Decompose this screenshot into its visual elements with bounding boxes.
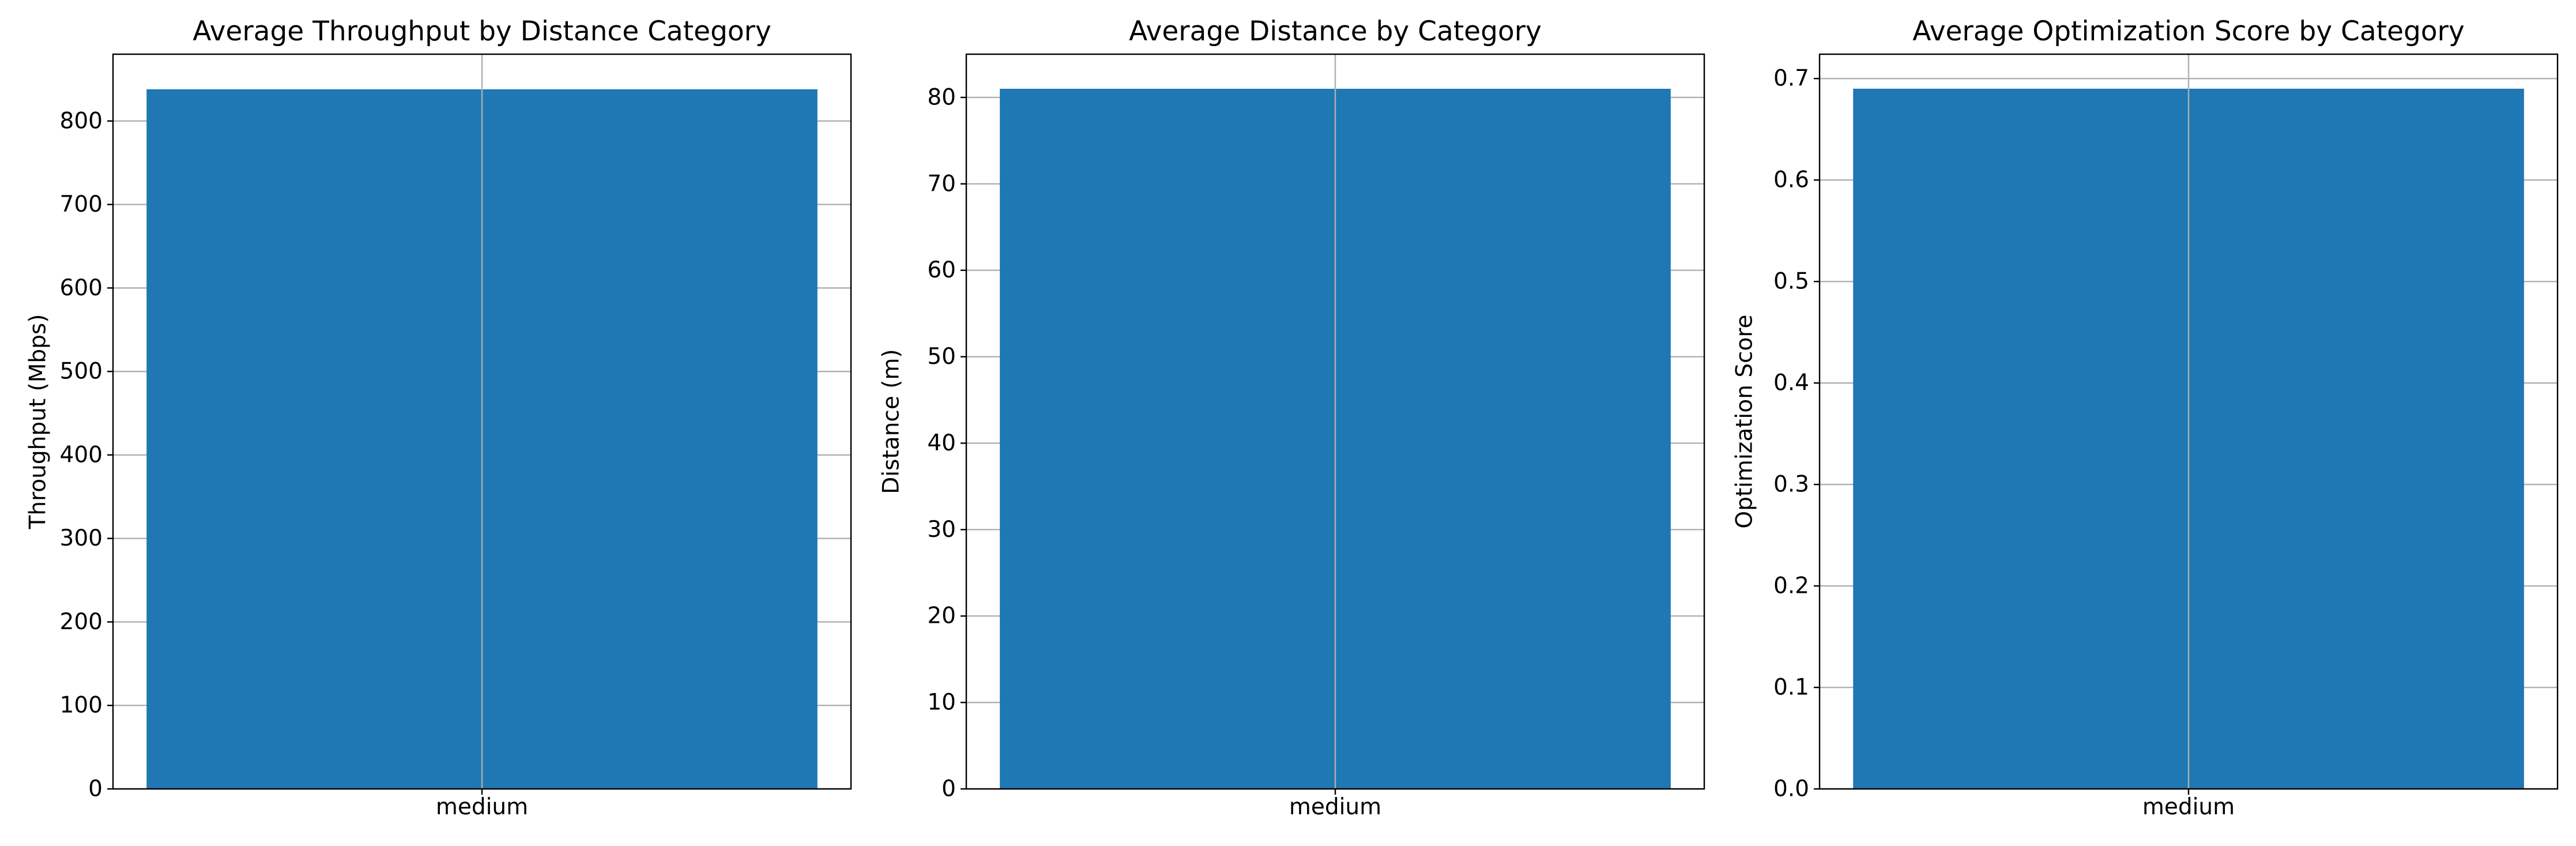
throughput-chart-y-tick-label: 400: [60, 442, 103, 468]
distance-chart-y-tick-label: 10: [927, 690, 956, 716]
optimization-chart-y-tick-label: 0.4: [1773, 370, 1809, 396]
throughput-chart-y-tick-label: 300: [60, 525, 103, 551]
throughput-chart-y-tick-label: 800: [60, 108, 103, 134]
distance-chart-y-tick-label: 20: [927, 603, 956, 629]
distance-chart-y-tick-label: 30: [927, 517, 956, 543]
throughput-chart-y-tick-label: 600: [60, 275, 103, 301]
optimization-chart-y-ticks: 0.0 0.1 0.2 0.3 0.4 0.5 0.6 0.7: [1773, 66, 1820, 802]
throughput-chart-y-tick-label: 500: [60, 359, 103, 385]
throughput-chart-y-ticks: 0 100 200 300 400 500 600 700 800: [60, 108, 113, 802]
throughput-chart-x-ticks: medium: [436, 789, 528, 820]
optimization-chart-x-tick-label: medium: [2142, 794, 2235, 820]
distance-chart-y-tick-label: 50: [927, 344, 956, 370]
optimization-chart-y-tick-label: 0.3: [1773, 472, 1809, 498]
optimization-chart-y-tick-label: 0.0: [1773, 776, 1809, 802]
distance-chart-y-tick-label: 70: [927, 171, 956, 197]
throughput-chart-y-axis-label: Throughput (Mbps): [25, 314, 51, 530]
distance-chart-title: Average Distance by Category: [1129, 16, 1542, 47]
optimization-chart-x-ticks: medium: [2142, 789, 2235, 820]
optimization-chart-title: Average Optimization Score by Category: [1912, 16, 2464, 47]
throughput-chart-y-tick-label: 700: [60, 191, 103, 217]
throughput-chart-panel: 0 100 200 300 400 500 600 700 800 medium Average…: [25, 16, 852, 820]
throughput-chart-x-tick-label: medium: [436, 794, 528, 820]
distance-chart-x-tick-label: medium: [1289, 794, 1381, 820]
throughput-chart-y-tick-label: 0: [88, 776, 103, 802]
throughput-chart-title: Average Throughput by Distance Category: [193, 16, 771, 47]
distance-chart-y-tick-label: 0: [941, 776, 956, 802]
optimization-chart-y-tick-label: 0.2: [1773, 573, 1809, 599]
optimization-chart-y-tick-label: 0.6: [1773, 167, 1809, 193]
distance-chart-x-ticks: medium: [1289, 789, 1381, 820]
distance-chart-y-ticks: 0 10 20 30 40 50 60 70 80: [927, 84, 966, 802]
distance-chart-panel: 0 10 20 30 40 50 60 70 80 medium Average Distanc…: [879, 16, 1705, 820]
distance-chart-y-tick-label: 40: [927, 430, 956, 456]
distance-chart-y-tick-label: 80: [927, 84, 956, 110]
distance-chart-y-axis-label: Distance (m): [879, 349, 905, 494]
optimization-chart-panel: 0.0 0.1 0.2 0.3 0.4 0.5 0.6 0.7 medium Average …: [1732, 16, 2559, 820]
throughput-chart-y-tick-label: 100: [60, 693, 103, 719]
throughput-chart-y-tick-label: 200: [60, 609, 103, 635]
optimization-chart-y-tick-label: 0.7: [1773, 66, 1809, 92]
optimization-chart-y-tick-label: 0.5: [1773, 269, 1809, 295]
optimization-chart-y-axis-label: Optimization Score: [1732, 314, 1758, 528]
distance-chart-y-tick-label: 60: [927, 257, 956, 283]
optimization-chart-y-tick-label: 0.1: [1773, 675, 1809, 701]
